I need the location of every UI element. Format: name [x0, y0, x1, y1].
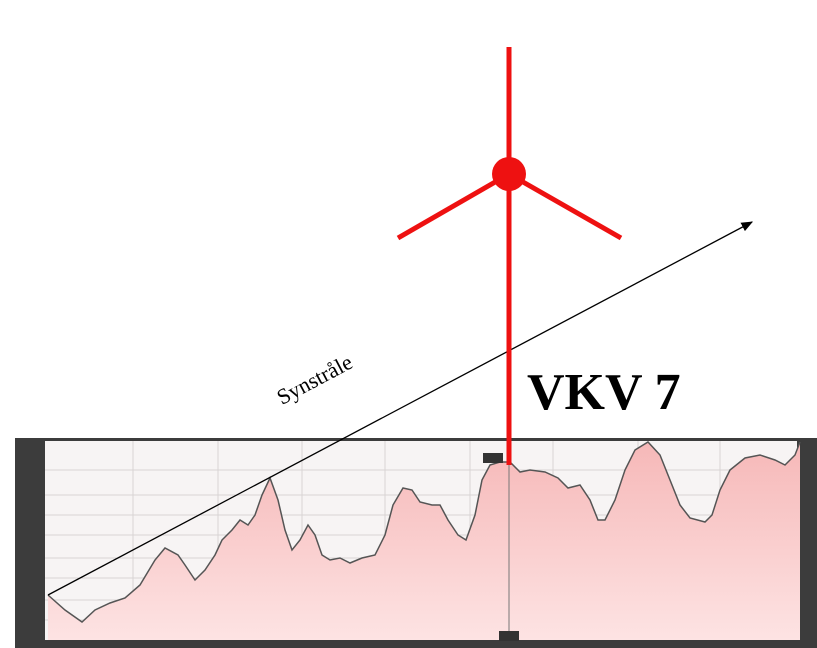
terrain-line	[47, 441, 801, 623]
wind-turbine	[396, 47, 623, 465]
turbine-blade	[507, 171, 623, 241]
elevation-profile	[15, 438, 817, 648]
cursor-tag	[499, 631, 519, 641]
turbine-label: VKV 7	[527, 364, 681, 421]
turbine-hub	[492, 157, 526, 191]
sightline-label: Synstråle	[272, 349, 356, 410]
terrain-area	[48, 442, 800, 640]
cursor-tag	[483, 453, 503, 463]
turbine-blade	[396, 171, 511, 241]
sight-line	[47, 221, 754, 596]
